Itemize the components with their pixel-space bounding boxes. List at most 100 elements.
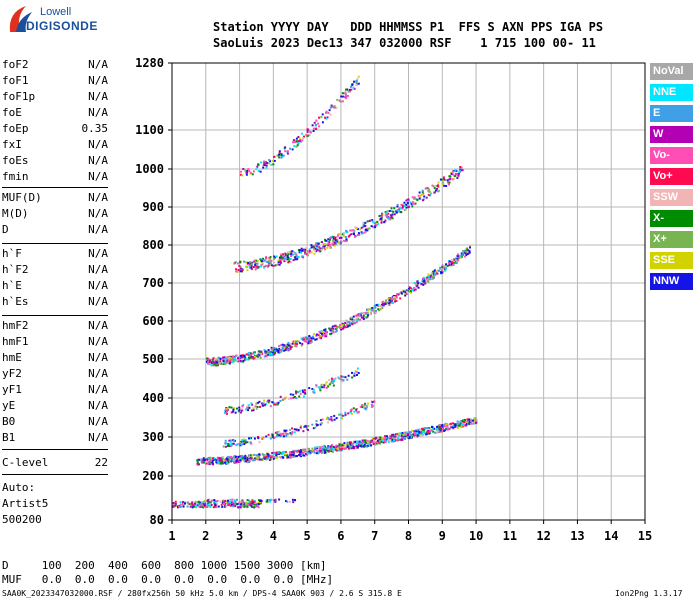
echo-point bbox=[306, 338, 309, 341]
echo-point bbox=[417, 282, 419, 285]
echo-point bbox=[356, 319, 359, 322]
param-value: N/A bbox=[88, 154, 108, 167]
echo-point bbox=[222, 359, 225, 362]
echo-point bbox=[434, 189, 437, 192]
echo-point bbox=[295, 137, 298, 140]
echo-point bbox=[368, 220, 371, 222]
echo-point bbox=[295, 392, 298, 395]
echo-point bbox=[272, 401, 275, 404]
echo-point bbox=[224, 501, 227, 503]
echo-point bbox=[254, 266, 257, 269]
echo-point bbox=[226, 455, 229, 458]
echo-point bbox=[250, 505, 253, 508]
legend-item: NNW bbox=[650, 273, 693, 290]
echo-point bbox=[428, 190, 431, 193]
echo-point bbox=[244, 441, 247, 444]
echo-point bbox=[238, 409, 241, 411]
echo-point bbox=[352, 442, 355, 445]
echo-point bbox=[252, 458, 255, 461]
echo-point bbox=[310, 251, 313, 254]
echo-point bbox=[227, 499, 229, 502]
echo-point bbox=[455, 261, 458, 264]
echo-point bbox=[239, 260, 242, 263]
echo-point bbox=[318, 446, 321, 449]
echo-point bbox=[406, 202, 409, 205]
echo-point bbox=[229, 361, 232, 364]
echo-point bbox=[373, 222, 376, 224]
echo-point bbox=[331, 444, 333, 447]
echo-point bbox=[389, 218, 392, 221]
echo-point bbox=[284, 146, 287, 149]
echo-point bbox=[223, 412, 226, 415]
echo-point bbox=[421, 190, 424, 193]
param-value: N/A bbox=[88, 90, 108, 103]
echo-point bbox=[222, 356, 224, 359]
echo-point bbox=[330, 447, 332, 450]
echo-point bbox=[265, 164, 268, 167]
param-name: yF1 bbox=[2, 383, 22, 396]
x-tick-label: 8 bbox=[405, 529, 412, 543]
echo-point bbox=[466, 421, 469, 424]
echo-point bbox=[250, 456, 253, 459]
echo-point bbox=[334, 241, 336, 244]
echo-point bbox=[355, 317, 358, 320]
echo-point bbox=[422, 276, 425, 279]
param-row: foEs N/A bbox=[2, 154, 108, 170]
echo-point bbox=[290, 252, 293, 255]
echo-point bbox=[313, 391, 316, 394]
header-line-2: SaoLuis 2023 Dec13 347 032000 RSF 1 715 … bbox=[213, 36, 596, 50]
echo-point bbox=[337, 241, 340, 244]
echo-point bbox=[382, 304, 385, 307]
echo-point bbox=[309, 131, 312, 134]
echo-point bbox=[451, 261, 454, 264]
echo-point bbox=[290, 433, 293, 436]
separator bbox=[2, 315, 108, 316]
echo-point bbox=[398, 438, 401, 441]
echo-point bbox=[252, 357, 255, 360]
echo-point bbox=[269, 351, 272, 354]
echo-point bbox=[232, 407, 235, 410]
echo-point bbox=[345, 88, 347, 91]
echo-point bbox=[333, 236, 336, 239]
echo-point bbox=[220, 461, 223, 464]
echo-point bbox=[419, 429, 422, 432]
echo-point bbox=[244, 457, 247, 460]
chart-axes: 1 2 3 4 5 6 7 8 9 10 11 12 13 14 158020030040050060070… bbox=[135, 56, 652, 543]
echo-point bbox=[238, 265, 241, 267]
echo-point bbox=[466, 423, 469, 426]
echo-point bbox=[323, 333, 326, 336]
echo-point bbox=[259, 258, 262, 260]
echo-point bbox=[340, 327, 342, 329]
echo-point bbox=[400, 292, 403, 295]
echo-point bbox=[278, 434, 281, 437]
echo-point bbox=[239, 267, 242, 270]
echo-point bbox=[418, 431, 421, 433]
echo-point bbox=[460, 166, 463, 169]
echo-point bbox=[375, 224, 378, 227]
echo-point bbox=[265, 435, 268, 438]
echo-point bbox=[234, 357, 236, 360]
echo-point bbox=[265, 166, 268, 169]
echo-point bbox=[298, 140, 300, 143]
echo-point bbox=[299, 137, 301, 140]
echo-point bbox=[337, 234, 339, 237]
echo-point bbox=[354, 440, 357, 443]
echo-point bbox=[236, 443, 239, 446]
echo-point bbox=[277, 351, 280, 354]
echo-point bbox=[335, 329, 338, 332]
echo-point bbox=[225, 502, 228, 505]
echo-point bbox=[362, 222, 365, 225]
echo-point bbox=[397, 293, 400, 296]
echo-point bbox=[213, 360, 216, 363]
echo-point bbox=[373, 400, 376, 403]
echo-point bbox=[430, 274, 433, 277]
param-name: yF2 bbox=[2, 367, 22, 380]
echo-point bbox=[273, 155, 275, 158]
echo-point bbox=[408, 430, 411, 433]
echo-point bbox=[290, 397, 293, 400]
echo-point bbox=[284, 259, 287, 262]
echo-point bbox=[304, 339, 307, 342]
echo-point bbox=[325, 330, 328, 333]
echo-point bbox=[466, 249, 469, 252]
echo-point bbox=[247, 168, 250, 171]
